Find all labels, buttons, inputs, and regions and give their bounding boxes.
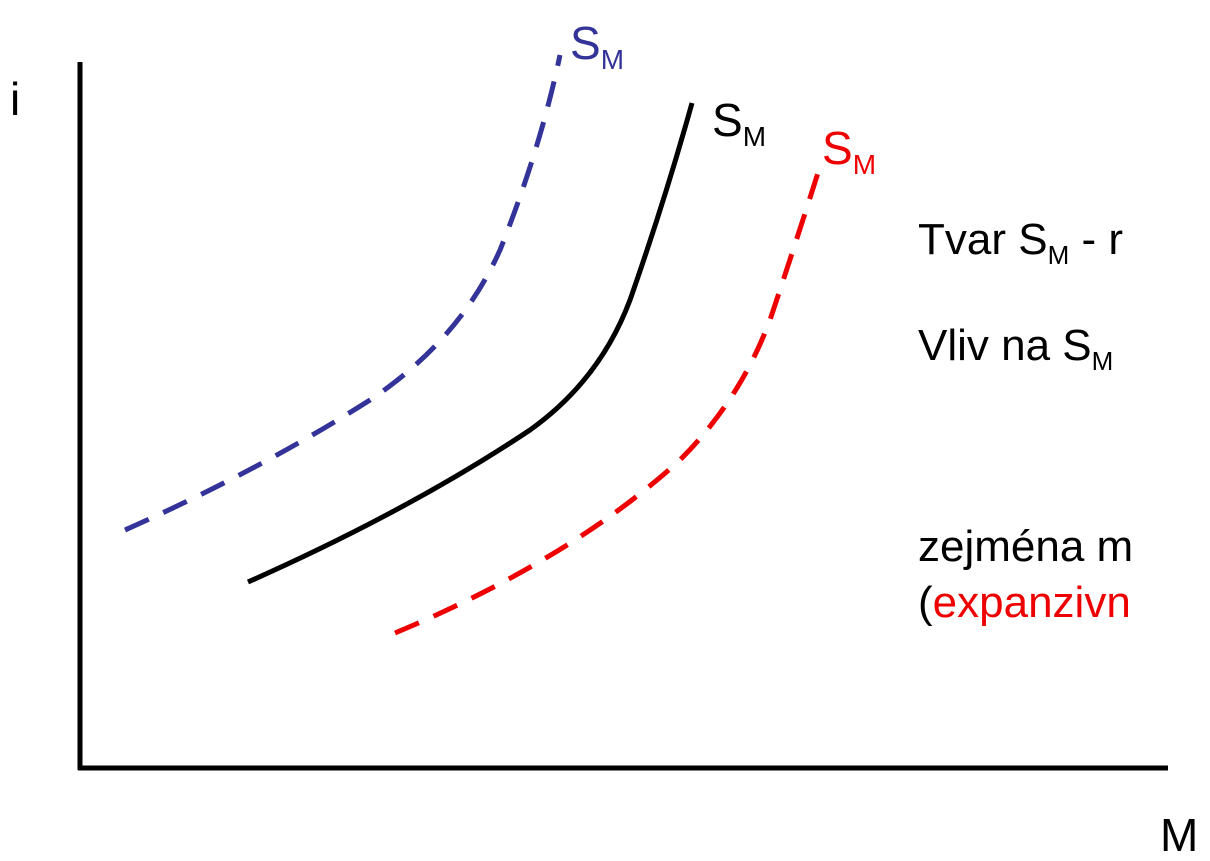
note-line-2-pre: Vliv na S: [918, 321, 1092, 370]
y-axis-label: i: [10, 73, 21, 125]
note-line-1-sub: M: [1047, 240, 1070, 270]
note-line-1-pre: Tvar S: [918, 215, 1048, 264]
note-line-4: (expanzivn: [918, 581, 1131, 625]
note-line-1: Tvar SM - r: [918, 215, 1124, 269]
curve-label-black: SM: [712, 94, 766, 151]
curve-label-red: SM: [822, 122, 876, 179]
note-line-4-red: expanzivn: [932, 578, 1131, 627]
note-line-3: zejména m: [918, 522, 1134, 571]
curve-label-red-sub: M: [852, 149, 877, 180]
curve-label-black-main: S: [712, 94, 743, 146]
note-line-1-post: - r: [1069, 215, 1124, 264]
x-axis-label: M: [1160, 809, 1199, 861]
curve-label-red-main: S: [822, 122, 853, 174]
curve-label-blue: SM: [570, 17, 624, 74]
note-line-2-sub: M: [1091, 346, 1114, 376]
note-line-2: Vliv na SM: [918, 321, 1113, 375]
curve-label-black-sub: M: [742, 121, 767, 152]
curve-label-blue-sub: M: [600, 44, 625, 75]
curve-label-blue-main: S: [570, 17, 601, 69]
curve-red-dashed: [394, 159, 825, 636]
curve-blue-dashed: [123, 54, 563, 533]
note-line-4-paren: (: [918, 578, 933, 627]
curve-black-solid: [246, 102, 695, 585]
